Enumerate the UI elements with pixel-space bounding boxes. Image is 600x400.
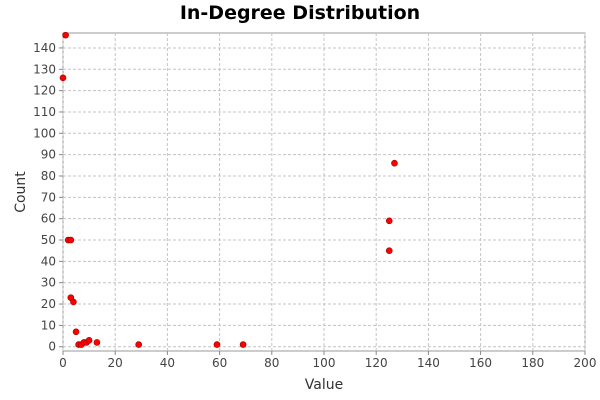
grid-lines bbox=[62, 33, 586, 351]
data-point bbox=[385, 247, 393, 254]
y-tick-label: 30 bbox=[41, 276, 56, 290]
y-tick-label: 50 bbox=[41, 233, 56, 247]
chart-title: In-Degree Distribution bbox=[179, 2, 421, 24]
y-tick-label: 140 bbox=[33, 41, 56, 55]
y-tick-label: 60 bbox=[41, 212, 56, 226]
data-point bbox=[59, 74, 67, 82]
data-point bbox=[72, 328, 80, 336]
x-tick-label: 140 bbox=[417, 356, 440, 370]
x-tick-label: 80 bbox=[264, 356, 279, 370]
data-points bbox=[59, 31, 398, 348]
data-point bbox=[135, 341, 142, 348]
x-axis-ticks: 0 20 40 60 80 100 120 140 160 180 200 bbox=[59, 351, 596, 370]
y-tick-label: 90 bbox=[41, 148, 56, 162]
data-point bbox=[385, 217, 393, 225]
y-tick-label: 120 bbox=[33, 84, 56, 98]
x-tick-label: 180 bbox=[521, 356, 544, 370]
y-tick-label: 130 bbox=[33, 62, 56, 76]
y-axis-ticks: 0 10 20 30 40 50 60 70 80 90 100 110 120 130 140 bbox=[33, 41, 63, 354]
y-tick-label: 70 bbox=[41, 190, 56, 204]
x-tick-label: 60 bbox=[212, 356, 227, 370]
data-point bbox=[213, 341, 221, 348]
data-point bbox=[85, 337, 93, 344]
data-point bbox=[62, 31, 69, 39]
y-tick-label: 0 bbox=[48, 340, 56, 354]
y-tick-label: 10 bbox=[41, 318, 56, 332]
data-point bbox=[93, 339, 101, 346]
y-tick-label: 110 bbox=[33, 105, 56, 119]
x-tick-label: 100 bbox=[313, 356, 336, 370]
x-tick-label: 160 bbox=[469, 356, 492, 370]
y-axis-label: Count bbox=[13, 171, 29, 213]
x-tick-label: 40 bbox=[160, 356, 175, 370]
x-axis-label: Value bbox=[305, 377, 343, 393]
x-tick-label: 200 bbox=[574, 356, 597, 370]
x-tick-label: 20 bbox=[108, 356, 123, 370]
data-point bbox=[391, 159, 398, 167]
y-tick-label: 80 bbox=[41, 169, 56, 183]
y-tick-label: 100 bbox=[33, 126, 56, 140]
y-tick-label: 20 bbox=[41, 297, 56, 311]
x-tick-label: 0 bbox=[59, 356, 67, 370]
data-point bbox=[70, 298, 77, 306]
y-tick-label: 40 bbox=[41, 254, 56, 268]
data-point bbox=[67, 236, 75, 244]
x-tick-label: 120 bbox=[365, 356, 388, 370]
data-point bbox=[239, 341, 247, 348]
